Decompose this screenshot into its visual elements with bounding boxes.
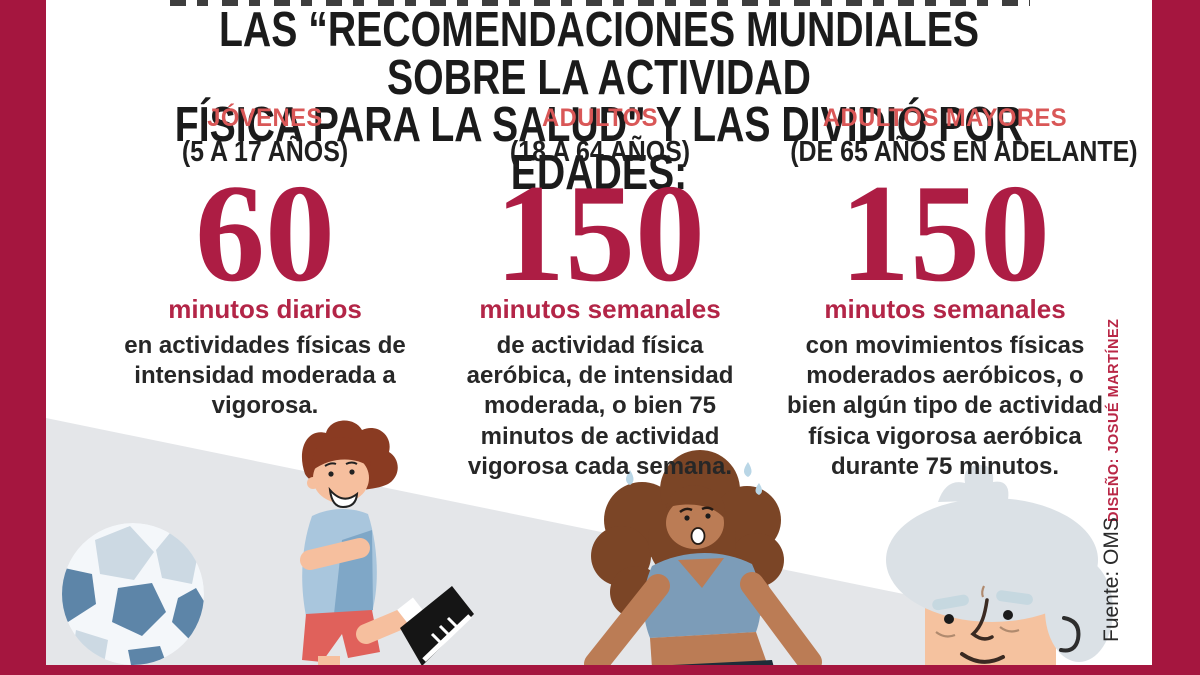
bottom-frame-border	[0, 665, 1200, 675]
age-range-label: (5 A 17 AÑOS)	[181, 136, 349, 168]
column-adultos-mayores: ADULTOS MAYORES (DE 65 AÑOS EN ADELANTE)…	[765, 104, 1138, 482]
exercising-woman-illustration	[584, 450, 822, 675]
minutes-number: 150	[495, 156, 705, 311]
group-label: ADULTOS MAYORES	[822, 104, 1068, 132]
age-range-label: (DE 65 AÑOS EN ADELANTE)	[790, 136, 1138, 168]
minutes-unit: minutos semanales	[479, 293, 721, 324]
minutes-unit: minutos diarios	[168, 293, 362, 324]
column-adultos: ADULTOS (18 A 64 AÑOS) 150 minutos seman…	[420, 104, 780, 482]
page-title: LAS “RECOMENDACIONES MUNDIALES SOBRE LA …	[157, 3, 1042, 200]
group-label: JÓVENES	[207, 104, 323, 132]
elderly-man-illustration	[886, 465, 1113, 675]
minutes-number: 150	[840, 156, 1050, 311]
age-range-label: (18 A 64 AÑOS)	[509, 136, 691, 168]
group-label: ADULTOS	[542, 104, 658, 132]
column-jovenes: JÓVENES (5 A 17 AÑOS) 60 minutos diarios…	[85, 104, 445, 422]
soccer-ball-illustration	[62, 523, 204, 665]
minutes-number: 60	[195, 156, 335, 311]
cropped-text-top	[170, 0, 1030, 6]
right-frame-border	[1152, 0, 1200, 675]
minutes-unit: minutos semanales	[824, 293, 1066, 324]
title-line-1: LAS “RECOMENDACIONES MUNDIALES SOBRE LA …	[218, 3, 980, 105]
left-frame-border	[0, 0, 46, 675]
running-boy-illustration	[300, 420, 474, 675]
source-credit: Fuente: OMS	[1100, 517, 1123, 642]
recommendation-text: de actividad física aeróbica, de intensi…	[466, 331, 734, 480]
title-line-2: FÍSICA PARA LA SALUD" Y LAS DIVIDIÓ POR …	[174, 98, 1024, 200]
recommendation-text: en actividades físicas de intensidad mod…	[124, 331, 406, 420]
recommendation-text: con movimientos físicas moderados aeróbi…	[786, 331, 1104, 480]
design-credit: DISEÑO: JOSUÉ MARTÍNEZ	[1106, 318, 1122, 522]
